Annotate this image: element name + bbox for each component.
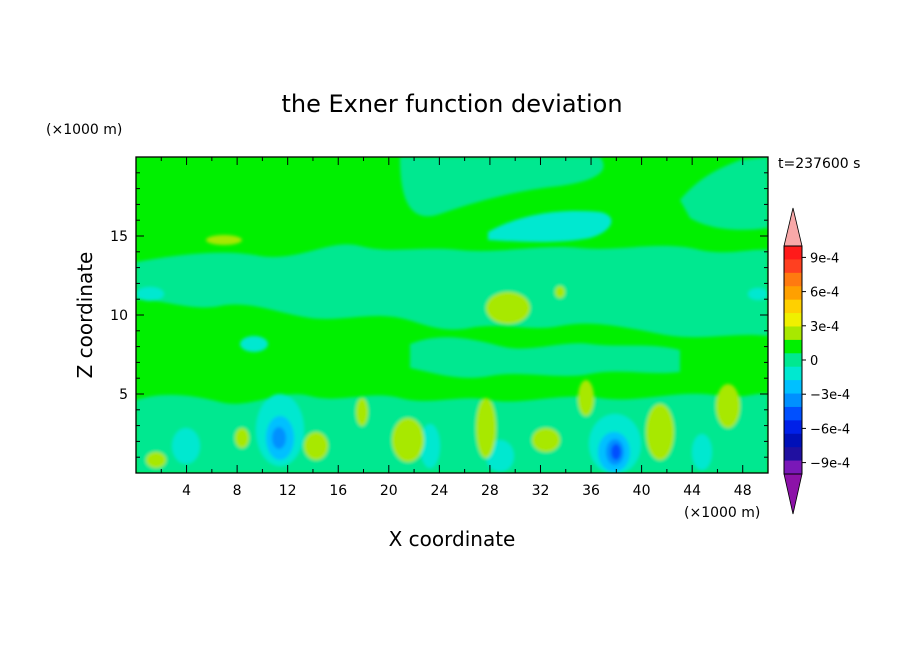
x-tick-label: 4	[182, 483, 191, 499]
colorbar-band	[784, 460, 802, 475]
x-unit-label: (×1000 m)	[684, 505, 760, 521]
colorbar-tick-label: 3e-4	[810, 320, 839, 335]
x-axis-label: X coordinate	[389, 527, 516, 551]
colorbar-band	[784, 246, 802, 260]
colorbar-band	[784, 380, 802, 394]
colorbar-tick-label: 6e-4	[810, 286, 839, 301]
x-tick-label: 32	[532, 483, 550, 499]
colorbar-band	[784, 272, 802, 287]
contour-field	[136, 157, 768, 473]
y-axis-label: Z coordinate	[73, 252, 97, 379]
colorbar-tick-label: 0	[810, 354, 818, 369]
field-pos-f	[532, 428, 560, 452]
colorbar-band	[784, 286, 802, 301]
field-pos-k	[356, 398, 368, 426]
field-band-neg2-left	[136, 287, 164, 301]
field-core-a-inner	[272, 427, 286, 449]
x-tick-label: 36	[582, 483, 600, 499]
field-band-neg2-low-f	[692, 434, 712, 470]
x-tick-label: 16	[329, 483, 347, 499]
field-pos-c	[555, 286, 565, 298]
time-label: t=237600 s	[778, 156, 860, 172]
colorbar-tick-label: −6e-4	[810, 422, 850, 437]
colorbar-band	[784, 353, 802, 368]
x-tick-label: 40	[633, 483, 651, 499]
field-pos-i	[646, 404, 674, 460]
colorbar-band	[784, 259, 802, 274]
field-band-neg1-upper	[400, 157, 604, 217]
x-tick-label: 12	[279, 483, 297, 499]
colorbar-band	[784, 406, 802, 421]
colorbar-tick-label: −3e-4	[810, 388, 850, 403]
colorbar-band	[784, 313, 802, 327]
y-unit-label: (×1000 m)	[46, 122, 122, 138]
x-tick-label: 48	[734, 483, 752, 499]
colorbar-band	[784, 299, 802, 314]
chart-title: the Exner function deviation	[281, 90, 622, 118]
field-band-neg2-low-c	[172, 428, 200, 464]
colorbar-band	[784, 447, 802, 461]
field-pos-l	[578, 380, 594, 416]
x-tick-label: 24	[430, 483, 448, 499]
colorbar-band	[784, 339, 802, 354]
colorbar-band	[784, 366, 802, 381]
colorbar-band	[784, 326, 802, 341]
x-tick-label: 28	[481, 483, 499, 499]
colorbar-over-triangle	[783, 207, 803, 247]
x-tick-label: 44	[683, 483, 701, 499]
field-pos-b	[206, 235, 242, 245]
x-tick-label: 8	[233, 483, 242, 499]
colorbar: 9e-4 6e-4 3e-4 0 −3e-4 −6e-4 −9e-4	[783, 207, 850, 515]
colorbar-band	[784, 433, 802, 448]
field-core-b-inner	[611, 444, 621, 460]
field-band-neg2-mid	[240, 336, 268, 352]
field-pos-j	[716, 384, 740, 428]
field-band-neg2-top	[488, 210, 612, 242]
field-pos-a	[486, 292, 530, 324]
field-pos-m	[146, 452, 166, 468]
field-pos-h	[235, 428, 249, 448]
colorbar-tick-label: 9e-4	[810, 251, 839, 266]
y-tick-label: 15	[110, 229, 128, 245]
field-band-neg1-mid	[410, 337, 680, 378]
field-pos-d	[392, 418, 424, 462]
field-band-neg1	[136, 244, 768, 338]
field-band-neg2-low-d	[420, 424, 440, 468]
field-band-neg1-upper-right	[680, 157, 768, 230]
y-tick-label: 5	[119, 387, 128, 403]
colorbar-band	[784, 420, 802, 435]
field-band-neg2-right	[748, 288, 768, 300]
colorbar-band	[784, 393, 802, 408]
colorbar-tick-label: −9e-4	[810, 457, 850, 472]
x-tick-label: 20	[380, 483, 398, 499]
field-pos-e	[476, 398, 496, 458]
colorbar-under-triangle	[783, 473, 803, 515]
y-tick-label: 10	[110, 308, 128, 324]
field-pos-g	[304, 432, 328, 460]
